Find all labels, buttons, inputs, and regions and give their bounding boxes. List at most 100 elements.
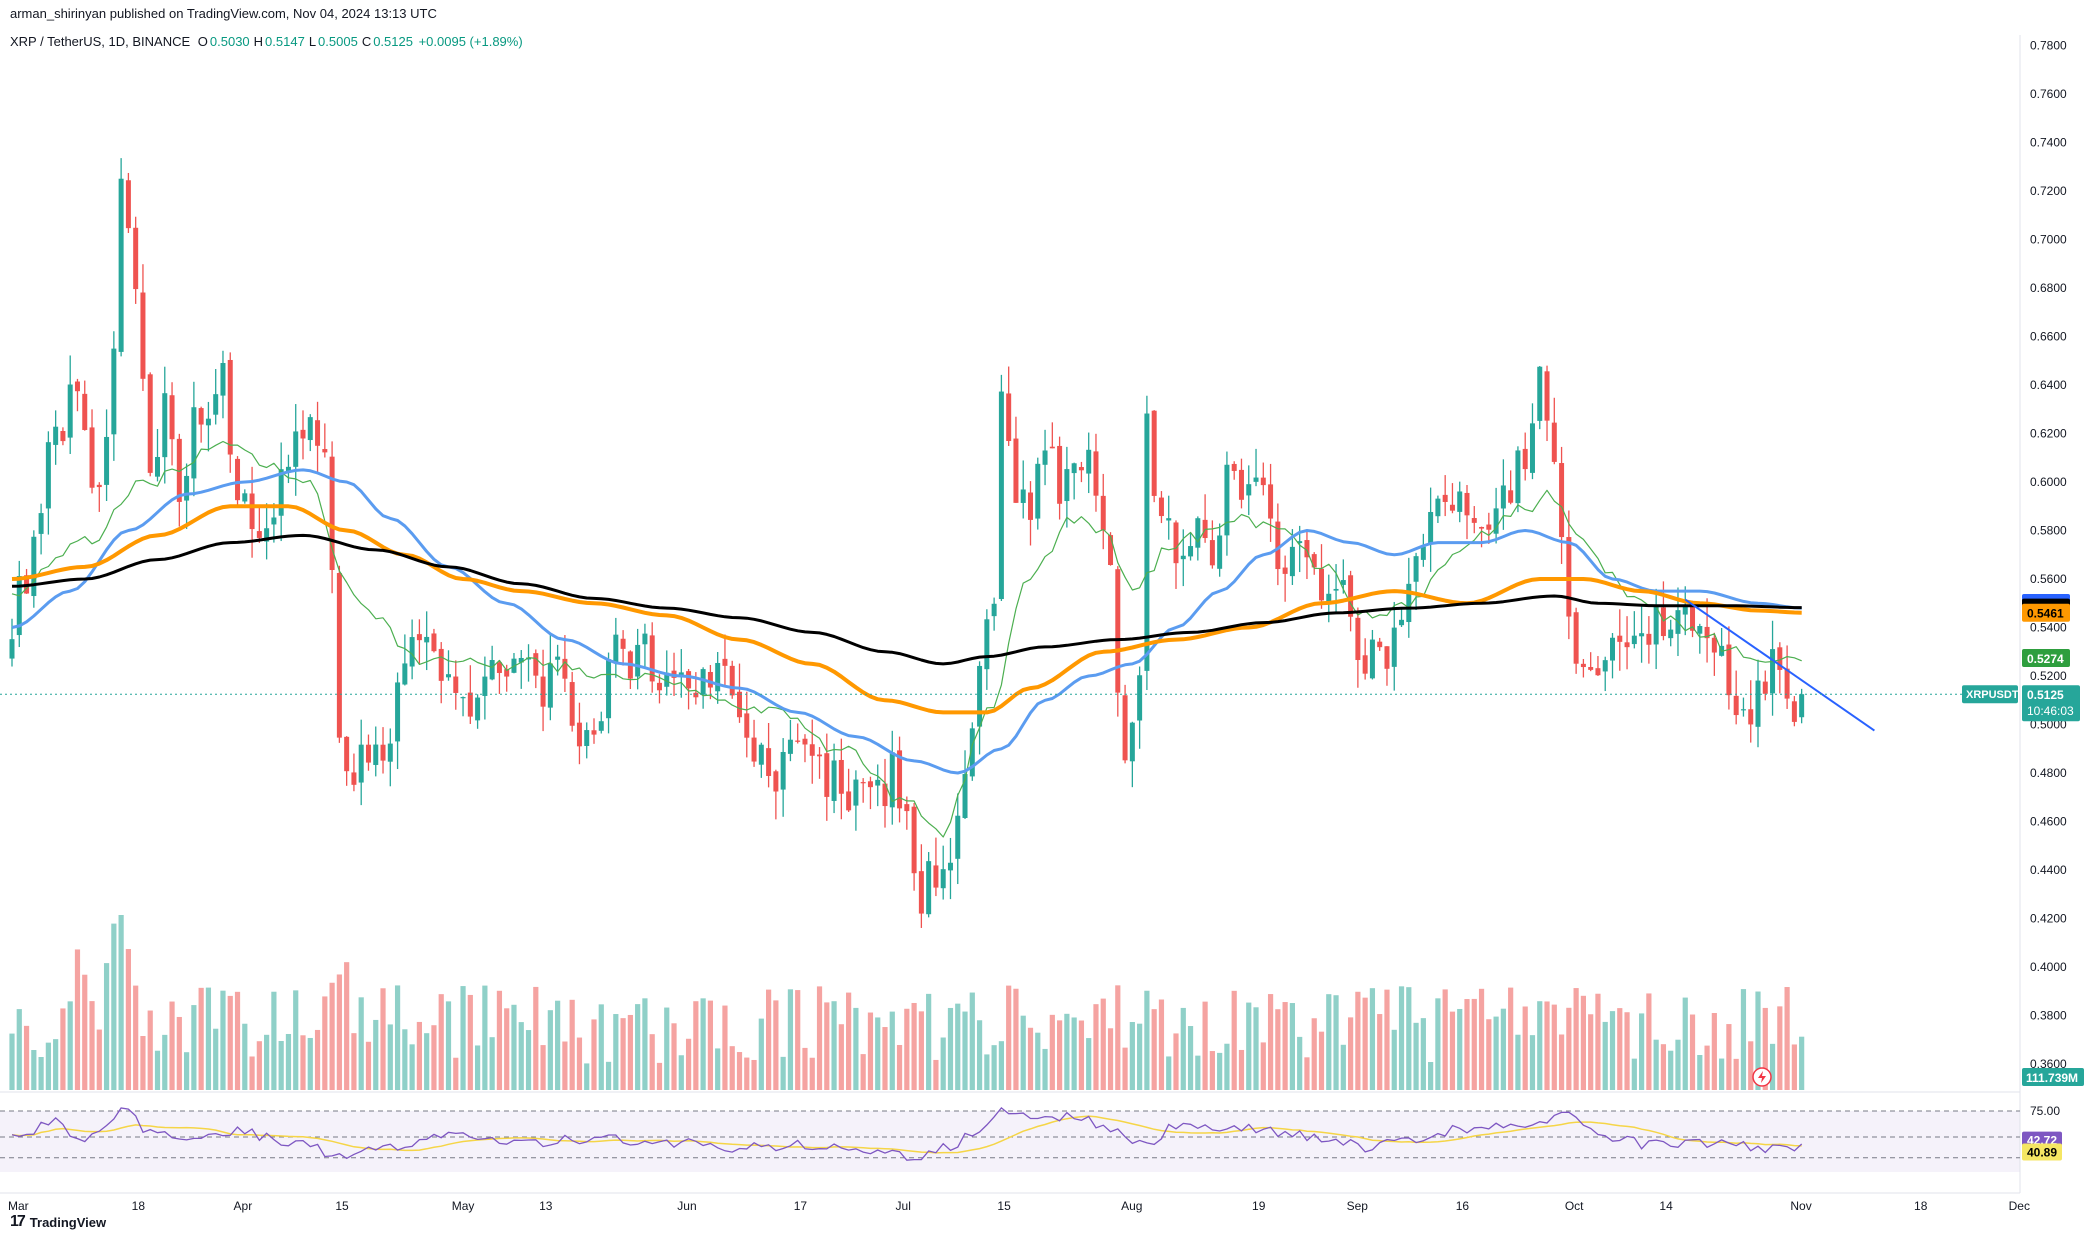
volume-bar (1107, 1028, 1114, 1090)
candle-body (1755, 680, 1761, 727)
volume-bar (387, 1024, 393, 1090)
volume-bar (1639, 1013, 1645, 1090)
rsi-ma-line (11, 1115, 1802, 1154)
volume-bar (256, 1041, 262, 1090)
y-tick-label: 0.6000 (2030, 475, 2067, 489)
x-tick-label: 18 (132, 1199, 146, 1213)
volume-bar (1544, 1001, 1550, 1090)
volume-bar (911, 1002, 917, 1090)
volume-bar (191, 1005, 197, 1090)
candle-body (613, 634, 619, 663)
volume-bar (271, 991, 277, 1090)
volume-bar (1267, 994, 1274, 1090)
volume-bar (205, 987, 212, 1090)
candle-body (1493, 508, 1499, 534)
candle-body (1231, 463, 1237, 471)
volume-bar (1180, 1007, 1186, 1090)
resistance-trendline (1684, 598, 1875, 732)
volume-bar (1784, 987, 1790, 1090)
candle-body (1784, 668, 1790, 699)
candle-body (758, 744, 764, 765)
volume-bar (1217, 1052, 1223, 1090)
volume-bar (816, 986, 823, 1090)
x-tick-label: Dec (2009, 1199, 2030, 1213)
candle-body (1144, 413, 1150, 671)
volume-bar (1129, 1022, 1135, 1090)
candle-body (1566, 537, 1572, 617)
candle-body (1217, 535, 1223, 569)
volume-bar (1777, 1006, 1783, 1090)
volume-bar (1551, 1004, 1557, 1090)
candle-body (1064, 469, 1070, 502)
volume-bar (1231, 990, 1237, 1090)
candle-body (162, 393, 168, 458)
candle-body (242, 493, 248, 502)
volume-bar (351, 1033, 357, 1090)
candle-body (1624, 642, 1630, 648)
volume-bar (984, 1054, 990, 1090)
candle-body (1522, 448, 1528, 470)
y-tick-label: 0.7000 (2030, 233, 2067, 247)
candle-body (1086, 449, 1092, 474)
candle-body (802, 738, 808, 745)
volume-bar (1093, 1004, 1099, 1090)
price-label-bg (2022, 649, 2070, 668)
volume-bar (1428, 1062, 1434, 1090)
volume-bar (1755, 991, 1761, 1090)
candle-body (285, 466, 291, 472)
volume-bar (976, 1020, 983, 1090)
volume-bar (1333, 995, 1339, 1090)
volume-bar (1158, 999, 1165, 1090)
candle-body (955, 815, 961, 859)
volume-bar (1260, 1042, 1266, 1090)
candle-body (1122, 695, 1128, 761)
volume-bar (1086, 1038, 1092, 1090)
candle-body (482, 676, 488, 696)
candle-body (1479, 526, 1485, 529)
candle-body (518, 657, 524, 663)
x-tick-label: 17 (794, 1199, 808, 1213)
volume-bar (489, 1037, 495, 1090)
candle-body (60, 431, 66, 442)
volume-bar (1224, 1043, 1230, 1090)
y-tick-label: 0.6600 (2030, 330, 2067, 344)
candle-body (1726, 644, 1732, 696)
volume-bar (1602, 1021, 1608, 1090)
volume-bar (1558, 1034, 1565, 1090)
volume-bar (1355, 991, 1361, 1090)
candle-body (38, 513, 44, 534)
candle-body (1275, 521, 1281, 570)
symbol-label: XRPUSDT (1966, 689, 2019, 701)
volume-bar (1748, 1041, 1754, 1090)
ohlc-key: O (197, 34, 208, 49)
volume-bar (16, 1009, 22, 1090)
candle-body (1013, 438, 1019, 503)
candle-body (737, 691, 742, 718)
volume-label-bg (2022, 1068, 2084, 1086)
candle-body (1006, 393, 1012, 442)
candle-body (606, 659, 612, 719)
candle-body (1595, 668, 1601, 676)
volume-bar (23, 1025, 30, 1090)
volume-bar (693, 1001, 699, 1090)
candle-body (315, 420, 321, 446)
y-tick-label: 0.4800 (2030, 766, 2067, 780)
candle-body (540, 676, 546, 707)
candle-body (1369, 639, 1375, 679)
candle-body (438, 648, 444, 681)
volume-bar (569, 999, 575, 1090)
tradingview-logo[interactable]: 17 TradingView (10, 1213, 106, 1231)
candle-body (635, 644, 641, 677)
volume-bar (547, 1010, 553, 1090)
ohlc-value: 0.5125 (373, 34, 413, 49)
volume-bar (147, 1010, 153, 1090)
volume-bar (1187, 1026, 1194, 1090)
candle-body (526, 657, 532, 660)
candle-body (1253, 477, 1259, 482)
candle-body (1093, 451, 1099, 496)
volume-bar (467, 994, 473, 1090)
volume-bar (991, 1045, 997, 1090)
candle-body (1362, 655, 1368, 674)
candle-body (1355, 617, 1361, 661)
